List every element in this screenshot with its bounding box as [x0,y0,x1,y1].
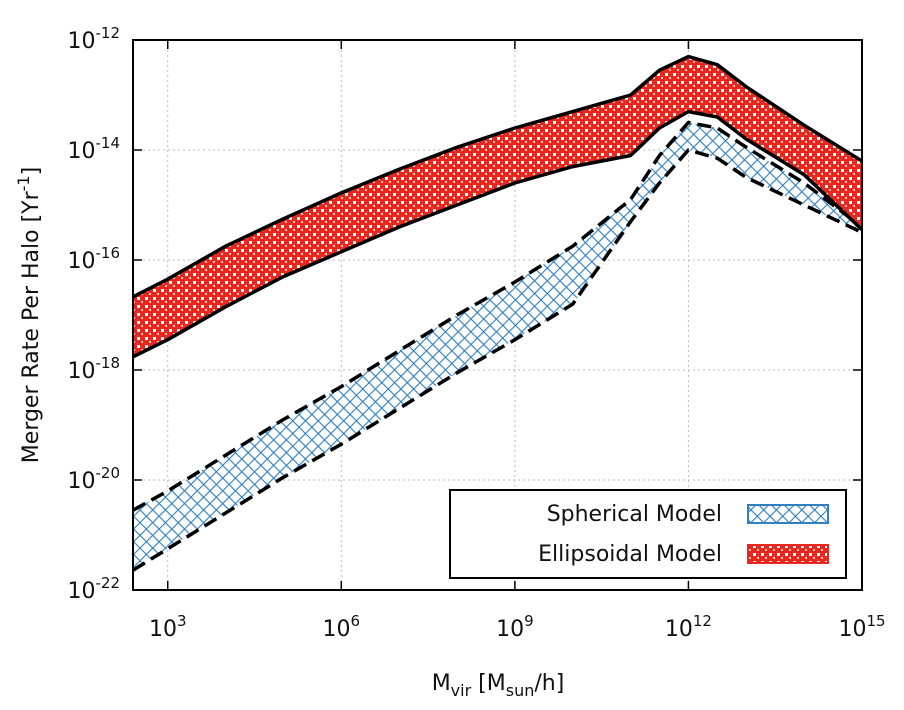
y-tick-label: 10-22 [68,574,121,604]
y-axis-label: Merger Rate Per Halo [Yr-1] [14,167,44,463]
x-tick-label: 106 [323,612,361,642]
x-tick-label: 1015 [838,612,885,642]
band-edge [133,54,862,299]
x-tick-label: 103 [149,612,187,642]
x-tick-label: 1012 [665,612,712,642]
label-part: -1 [14,175,33,191]
legend: Spherical Model Ellipsoidal Model [449,489,847,579]
ticks: 103 106 109 1012 1015 10-22 10-20 10-18 10-16 10-… [68,24,886,642]
x-tick-label: 109 [496,612,534,642]
legend-swatch [747,544,829,564]
plot-area [133,54,862,572]
label-part: /h] [534,671,564,696]
y-tick-label: 10-12 [68,24,121,54]
y-tick-label: 10-20 [68,464,121,494]
label-part: vir [451,681,472,700]
y-tick-label: 10-18 [68,354,121,384]
y-tick-label: 10-14 [68,134,121,164]
label-part: ] [19,167,44,176]
band-edge [133,109,862,359]
label-part: Merger Rate Per Halo [Yr [19,190,44,463]
label-part: M [432,671,451,696]
plot-frame [132,39,863,591]
label-part: [M [471,671,506,696]
y-tick-label: 10-16 [68,244,121,274]
legend-label: Spherical Model [547,502,722,527]
legend-label: Ellipsoidal Model [538,542,722,567]
legend-swatch [747,504,829,524]
x-axis-label: Mvir [Msun/h] [432,671,565,700]
label-part: sun [506,681,535,700]
